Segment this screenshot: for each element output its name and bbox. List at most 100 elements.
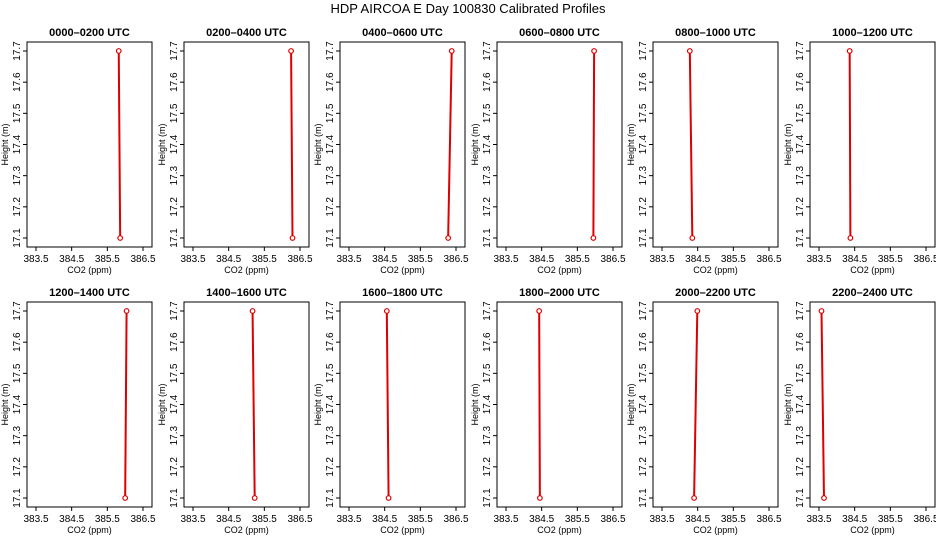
y-tick-label: 17.6 xyxy=(169,72,180,92)
profile-panel: 0000–0200 UTC 383.5 384.5 385.5 386.5 17.1 17.… xyxy=(0,27,156,275)
x-axis-label: CO2 (ppm) xyxy=(537,265,582,275)
y-tick-label: 17.6 xyxy=(12,72,23,92)
profile-point xyxy=(385,495,392,501)
profile-point xyxy=(289,235,296,241)
profile-line xyxy=(848,50,852,239)
panels-group: 0000–0200 UTC 383.5 384.5 385.5 386.5 17.1 17.… xyxy=(0,27,936,535)
y-tick-label: 17.4 xyxy=(325,134,336,154)
y-axis-label: Height (m) xyxy=(313,123,323,165)
y-tick-label: 17.3 xyxy=(169,425,180,445)
profile-point xyxy=(689,235,696,241)
plot-frame xyxy=(652,41,779,248)
x-tick-label: 385.5 xyxy=(565,514,590,525)
y-tick-label: 17.5 xyxy=(12,363,23,383)
y-tick-label: 17.4 xyxy=(795,134,806,154)
profile-line xyxy=(251,310,256,499)
y-axis-label: Height (m) xyxy=(157,383,167,425)
profile-line xyxy=(688,50,694,239)
profile-panel: 1000–1200 UTC 383.5 384.5 385.5 386.5 17.1 17.… xyxy=(783,27,936,275)
y-tick-label: 17.7 xyxy=(325,41,336,61)
x-tick-label: 385.5 xyxy=(252,514,277,525)
profile-panel: 1200–1400 UTC 383.5 384.5 385.5 386.5 17.1 17.… xyxy=(0,287,156,535)
x-tick-label: 383.5 xyxy=(493,254,518,265)
y-tick-label: 17.2 xyxy=(325,457,336,477)
x-tick-label: 383.5 xyxy=(336,254,361,265)
y-tick-label: 17.7 xyxy=(482,41,493,61)
y-tick-label: 17.7 xyxy=(12,301,23,321)
y-axis-label: Height (m) xyxy=(313,383,323,425)
y-tick-label: 17.3 xyxy=(482,165,493,185)
profile-point xyxy=(821,495,827,501)
x-axis-label: CO2 (ppm) xyxy=(224,525,269,535)
y-tick-label: 17.6 xyxy=(795,332,806,352)
profile-point xyxy=(818,308,825,314)
profile-panel: 0800–1000 UTC 383.5 384.5 385.5 386.5 17.1 17.… xyxy=(626,27,782,275)
y-tick-label: 17.2 xyxy=(482,457,493,477)
y-tick-label: 17.6 xyxy=(325,72,336,92)
y-tick-label: 17.2 xyxy=(12,457,23,477)
y-tick-label: 17.1 xyxy=(795,228,806,248)
x-tick-label: 384.5 xyxy=(685,254,710,265)
x-axis-label: CO2 (ppm) xyxy=(537,525,582,535)
x-axis-label: CO2 (ppm) xyxy=(67,525,112,535)
y-tick-label: 17.5 xyxy=(12,103,23,123)
profile-line xyxy=(592,50,596,239)
y-tick-label: 17.4 xyxy=(638,134,649,154)
x-tick-label: 385.5 xyxy=(565,254,590,265)
x-tick-label: 386.5 xyxy=(443,514,468,525)
y-tick-label: 17.2 xyxy=(12,197,23,217)
y-tick-label: 17.2 xyxy=(169,197,180,217)
x-tick-label: 386.5 xyxy=(756,514,781,525)
y-tick-label: 17.3 xyxy=(325,425,336,445)
y-tick-label: 17.3 xyxy=(12,425,23,445)
y-tick-label: 17.4 xyxy=(12,394,23,414)
x-tick-label: 385.5 xyxy=(95,254,120,265)
y-tick-label: 17.2 xyxy=(638,197,649,217)
y-tick-label: 17.3 xyxy=(638,165,649,185)
x-tick-label: 385.5 xyxy=(252,254,277,265)
y-tick-label: 17.7 xyxy=(325,301,336,321)
y-tick-label: 17.3 xyxy=(638,425,649,445)
profile-point xyxy=(694,308,701,314)
y-tick-label: 17.7 xyxy=(169,41,180,61)
y-tick-label: 17.1 xyxy=(169,488,180,508)
plot-frame xyxy=(652,301,779,508)
y-tick-label: 17.4 xyxy=(169,394,180,414)
x-tick-label: 385.5 xyxy=(721,514,746,525)
profile-point xyxy=(686,48,693,54)
x-tick-label: 385.5 xyxy=(95,514,120,525)
x-tick-label: 386.5 xyxy=(756,254,781,265)
profile-point xyxy=(383,308,390,314)
y-tick-label: 17.2 xyxy=(795,457,806,477)
panel-title: 1800–2000 UTC xyxy=(519,287,600,299)
profile-panel: 1400–1600 UTC 383.5 384.5 385.5 386.5 17.1 17.… xyxy=(157,287,313,535)
x-axis-label: CO2 (ppm) xyxy=(693,525,738,535)
y-tick-label: 17.1 xyxy=(482,228,493,248)
x-tick-label: 386.5 xyxy=(600,514,625,525)
y-tick-label: 17.5 xyxy=(795,363,806,383)
panel-title: 1600–1800 UTC xyxy=(362,287,443,299)
y-axis-label: Height (m) xyxy=(0,383,10,425)
y-tick-label: 17.1 xyxy=(638,488,649,508)
profile-panel: 0200–0400 UTC 383.5 384.5 385.5 386.5 17.1 17.… xyxy=(157,27,313,275)
panel-title: 1200–1400 UTC xyxy=(49,287,130,299)
x-tick-label: 384.5 xyxy=(59,514,84,525)
y-tick-label: 17.1 xyxy=(638,228,649,248)
x-tick-label: 386.5 xyxy=(443,254,468,265)
profile-point xyxy=(536,495,543,501)
plot-frame xyxy=(26,41,153,248)
y-tick-label: 17.7 xyxy=(482,301,493,321)
profile-point xyxy=(445,235,452,241)
x-tick-label: 386.5 xyxy=(130,254,155,265)
profile-point xyxy=(847,235,854,241)
y-tick-label: 17.5 xyxy=(482,363,493,383)
plot-frame xyxy=(339,301,466,508)
y-axis-label: Height (m) xyxy=(626,123,636,165)
x-tick-label: 385.5 xyxy=(878,254,903,265)
y-axis-label: Height (m) xyxy=(626,383,636,425)
plot-frame xyxy=(183,301,310,508)
y-tick-label: 17.2 xyxy=(325,197,336,217)
x-tick-label: 384.5 xyxy=(529,254,554,265)
profile-line xyxy=(693,310,699,499)
